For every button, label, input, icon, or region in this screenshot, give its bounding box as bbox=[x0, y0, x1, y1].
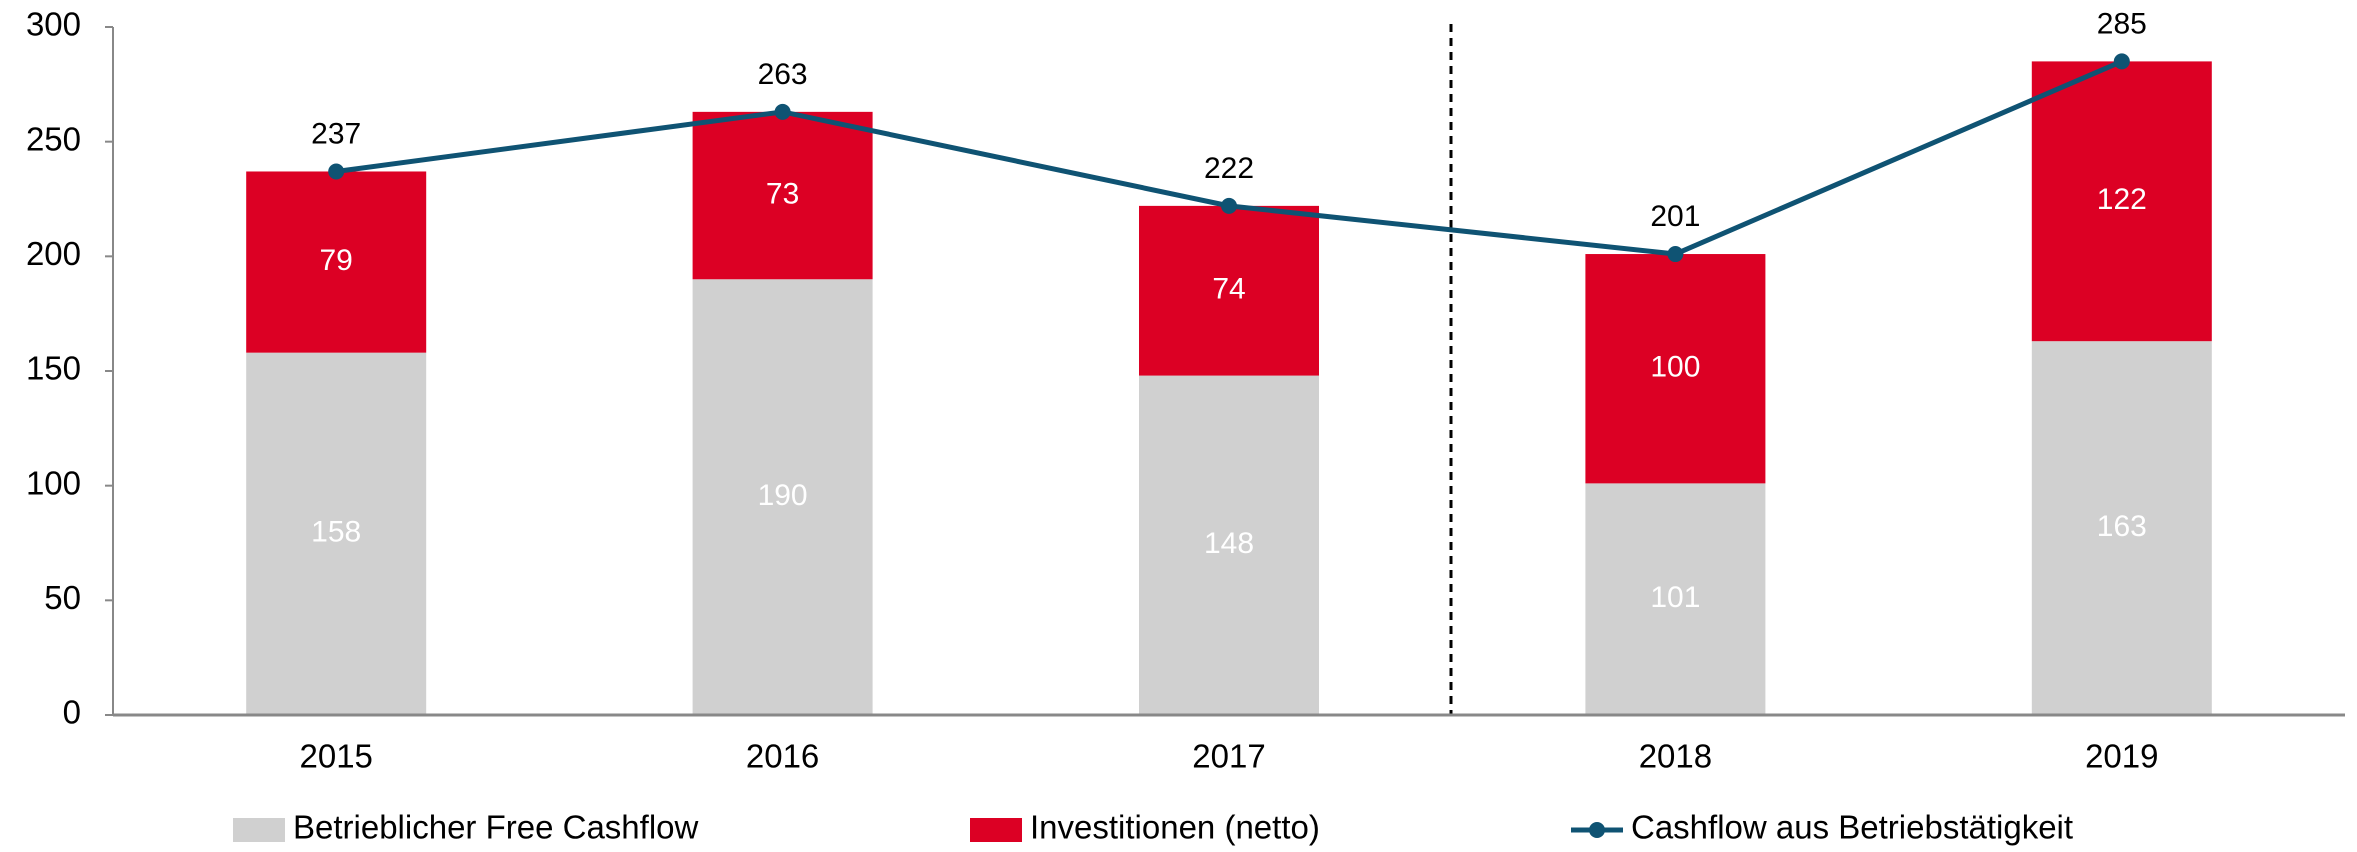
bar-value-label: 101 bbox=[1650, 581, 1700, 614]
y-tick-label: 150 bbox=[26, 350, 81, 387]
bar-segment bbox=[246, 352, 427, 715]
bar-segment bbox=[2031, 61, 2212, 342]
bar-segment bbox=[1139, 375, 1319, 715]
line-value-label: 285 bbox=[2097, 7, 2147, 40]
bar-segment bbox=[1585, 254, 1766, 484]
bar-value-label: 73 bbox=[766, 177, 799, 210]
line-marker bbox=[1221, 197, 1237, 214]
x-tick-label: 2017 bbox=[1192, 738, 1265, 775]
bar-value-label: 74 bbox=[1212, 273, 1245, 306]
y-tick-label: 250 bbox=[26, 120, 81, 157]
x-tick-label: 2019 bbox=[2085, 738, 2158, 775]
bar-segment bbox=[1139, 205, 1319, 376]
bar-value-label: 190 bbox=[758, 479, 808, 512]
y-tick-label: 200 bbox=[26, 235, 81, 272]
legend-swatch bbox=[970, 818, 1022, 842]
bar-segment bbox=[692, 111, 873, 280]
bar-value-label: 148 bbox=[1204, 527, 1254, 560]
y-tick-label: 100 bbox=[26, 464, 81, 501]
line-value-label: 201 bbox=[1650, 200, 1700, 233]
y-tick-label: 300 bbox=[26, 6, 81, 43]
bar-segment bbox=[692, 279, 873, 715]
y-tick-label: 0 bbox=[63, 694, 81, 731]
x-tick-label: 2015 bbox=[299, 738, 372, 775]
bar-segment bbox=[2031, 341, 2212, 715]
line-marker bbox=[774, 103, 791, 120]
x-tick-label: 2018 bbox=[1639, 738, 1712, 775]
x-tick-label: 2016 bbox=[746, 738, 819, 775]
line-marker bbox=[1667, 246, 1684, 263]
bar-value-label: 79 bbox=[320, 244, 353, 277]
bar-value-label: 163 bbox=[2097, 510, 2147, 543]
line-value-label: 222 bbox=[1204, 152, 1254, 185]
legend-swatch-marker bbox=[1589, 822, 1605, 838]
legend-label: Cashflow aus Betriebstätigkeit bbox=[1631, 809, 2073, 846]
bar-value-label: 122 bbox=[2097, 183, 2147, 216]
line-value-label: 263 bbox=[758, 58, 808, 91]
legend-label: Betrieblicher Free Cashflow bbox=[293, 809, 698, 846]
legend-swatch bbox=[233, 818, 285, 842]
bar-value-label: 100 bbox=[1650, 351, 1700, 384]
bar-value-label: 158 bbox=[311, 516, 361, 549]
legend-label: Investitionen (netto) bbox=[1030, 809, 1320, 846]
line-marker bbox=[328, 163, 345, 180]
bar-segment bbox=[1585, 483, 1766, 715]
line-marker bbox=[2113, 53, 2130, 70]
line-value-label: 237 bbox=[311, 117, 361, 150]
y-tick-label: 50 bbox=[44, 579, 81, 616]
bar-segment bbox=[246, 171, 427, 353]
